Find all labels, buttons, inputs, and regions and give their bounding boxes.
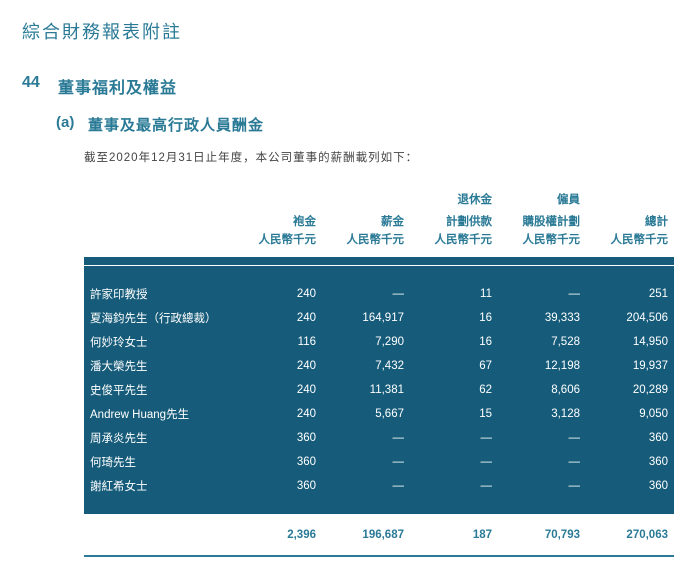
total-cell: 2,396: [234, 515, 322, 555]
cell: 7,528: [498, 330, 586, 354]
cell: 16: [410, 306, 498, 330]
cell: 240: [234, 282, 322, 306]
emoluments-table: 退休金 僱員 袍金 薪金 計劃供款 購股權計劃 總計 人民幣千元 人民幣千元 人…: [84, 187, 674, 557]
cell: —: [410, 450, 498, 474]
total-cell: 70,793: [498, 515, 586, 555]
table-row: 許家印教授240—11—251: [84, 282, 674, 306]
section-number: 44: [22, 74, 50, 98]
cell: —: [322, 426, 410, 450]
cell: 12,198: [498, 354, 586, 378]
row-name: 許家印教授: [84, 282, 234, 306]
cell: 360: [234, 450, 322, 474]
table-row: 史俊平先生24011,381628,60620,289: [84, 378, 674, 402]
table-row: Andrew Huang先生2405,667153,1289,050: [84, 402, 674, 426]
cell: 16: [410, 330, 498, 354]
row-name: 潘大榮先生: [84, 354, 234, 378]
cell: 20,289: [586, 378, 674, 402]
total-cell: 187: [410, 515, 498, 555]
total-cell: 270,063: [586, 515, 674, 555]
table-row: 潘大榮先生2407,4326712,19819,937: [84, 354, 674, 378]
table-row: 何妙玲女士1167,290167,52814,950: [84, 330, 674, 354]
row-name: 史俊平先生: [84, 378, 234, 402]
row-name: 周承炎先生: [84, 426, 234, 450]
table-row: 夏海鈞先生（行政總裁）240164,9171639,333204,506: [84, 306, 674, 330]
row-name: 夏海鈞先生（行政總裁）: [84, 306, 234, 330]
cell: 11: [410, 282, 498, 306]
cell: —: [322, 474, 410, 498]
subsection-title: 董事及最高行政人員酬金: [88, 114, 264, 135]
row-name: Andrew Huang先生: [84, 402, 234, 426]
row-name: 謝紅希女士: [84, 474, 234, 498]
cell: —: [322, 450, 410, 474]
cell: 39,333: [498, 306, 586, 330]
col-header: 薪金: [322, 209, 410, 231]
col-header: 僱員: [498, 187, 586, 209]
section-header: 44 董事福利及權益: [22, 74, 670, 98]
cell: 15: [410, 402, 498, 426]
cell: 164,917: [322, 306, 410, 330]
cell: 360: [234, 474, 322, 498]
table-row: 謝紅希女士360———360: [84, 474, 674, 498]
row-name: 何妙玲女士: [84, 330, 234, 354]
col-unit: 人民幣千元: [410, 231, 498, 257]
cell: —: [410, 474, 498, 498]
cell: 116: [234, 330, 322, 354]
cell: 251: [586, 282, 674, 306]
row-name: 何琦先生: [84, 450, 234, 474]
subsection-header: (a) 董事及最高行政人員酬金: [56, 114, 670, 135]
col-header: 購股權計劃: [498, 209, 586, 231]
cell: 9,050: [586, 402, 674, 426]
col-unit: 人民幣千元: [586, 231, 674, 257]
col-header: [586, 187, 674, 209]
table-row: 周承炎先生360———360: [84, 426, 674, 450]
cell: 360: [234, 426, 322, 450]
cell: —: [410, 426, 498, 450]
cell: 11,381: [322, 378, 410, 402]
table-row: 何琦先生360———360: [84, 450, 674, 474]
cell: —: [498, 426, 586, 450]
cell: 360: [586, 426, 674, 450]
subsection-letter: (a): [56, 114, 80, 135]
cell: —: [498, 282, 586, 306]
cell: 5,667: [322, 402, 410, 426]
cell: 204,506: [586, 306, 674, 330]
cell: 240: [234, 402, 322, 426]
cell: 7,290: [322, 330, 410, 354]
table-footer: 2,396 196,687 187 70,793 270,063: [84, 515, 674, 557]
note-line: 截至2020年12月31日止年度，本公司董事的薪酬載列如下：: [84, 149, 670, 165]
cell: 3,128: [498, 402, 586, 426]
table-header: 退休金 僱員 袍金 薪金 計劃供款 購股權計劃 總計 人民幣千元 人民幣千元 人…: [84, 187, 674, 257]
page-title: 綜合財務報表附註: [22, 18, 670, 44]
table-body: 許家印教授240—11—251夏海鈞先生（行政總裁）240164,9171639…: [84, 257, 674, 498]
col-unit: 人民幣千元: [498, 231, 586, 257]
cell: 8,606: [498, 378, 586, 402]
cell: 240: [234, 378, 322, 402]
cell: 240: [234, 306, 322, 330]
cell: —: [498, 450, 586, 474]
cell: —: [322, 282, 410, 306]
col-header: 總計: [586, 209, 674, 231]
col-header: 計劃供款: [410, 209, 498, 231]
cell: 67: [410, 354, 498, 378]
cell: 240: [234, 354, 322, 378]
col-header: [234, 187, 322, 209]
col-header: [322, 187, 410, 209]
section-title: 董事福利及權益: [58, 74, 177, 98]
total-cell: 196,687: [322, 515, 410, 555]
cell: 360: [586, 474, 674, 498]
cell: 360: [586, 450, 674, 474]
cell: 14,950: [586, 330, 674, 354]
cell: 62: [410, 378, 498, 402]
col-unit: 人民幣千元: [322, 231, 410, 257]
cell: 7,432: [322, 354, 410, 378]
col-header: 袍金: [234, 209, 322, 231]
col-unit: 人民幣千元: [234, 231, 322, 257]
cell: 19,937: [586, 354, 674, 378]
cell: —: [498, 474, 586, 498]
col-header: 退休金: [410, 187, 498, 209]
